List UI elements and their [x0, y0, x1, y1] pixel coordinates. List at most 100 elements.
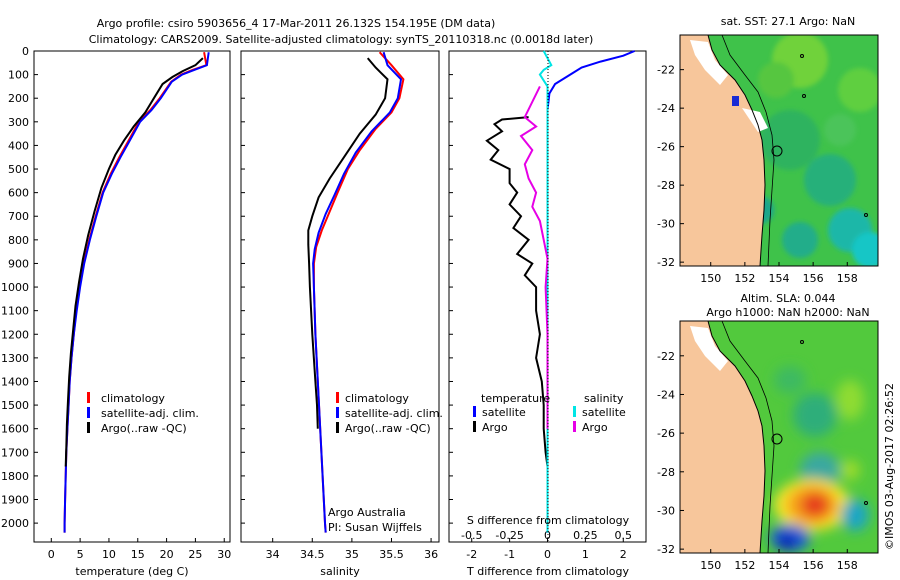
legend-swatch-s-satellite — [573, 406, 576, 417]
map-x-tick-label: 150 — [700, 559, 721, 572]
series-line — [519, 85, 549, 429]
x-tick-label: 34.5 — [300, 548, 325, 561]
x-tick-label: 36 — [424, 548, 438, 561]
sst-map-title: sat. SST: 27.1 Argo: NaN — [721, 15, 855, 28]
x-tick-label: 10 — [102, 548, 116, 561]
x-tick-label: 34 — [266, 548, 280, 561]
y-tick-label: 1400 — [1, 375, 29, 388]
legend-title-salinity: salinity — [584, 392, 624, 405]
salinity-legend: climatology satellite-adj. clim. Argo(..… — [336, 392, 443, 435]
y-tick-label: 800 — [8, 234, 29, 247]
y-tick-label: 1200 — [1, 328, 29, 341]
annotation-pi: PI: Susan Wijffels — [328, 521, 422, 534]
legend-swatch-climatology — [87, 392, 90, 403]
map-x-tick-label: 156 — [803, 559, 824, 572]
map-x-tick-label: 154 — [769, 272, 790, 285]
y-tick-label: 500 — [8, 163, 29, 176]
x-tick-label: 0 — [48, 548, 55, 561]
y-tick-label: 600 — [8, 187, 29, 200]
legend-swatch-t-argo — [473, 421, 476, 432]
depth-axis: 0 100 200 300 400 500 600 700 800 900 1000 1100 1200… — [1, 45, 453, 530]
map-x-tick-label: 152 — [734, 559, 755, 572]
temperature-legend: climatology satellite-adj. clim. Argo(..… — [87, 392, 199, 435]
y-tick-label: 1800 — [1, 470, 29, 483]
sla-map-axes: 150 152 154 156 158 -22 -24 -26 -28 -30 -32 — [657, 350, 858, 572]
series-line — [546, 50, 635, 533]
x-tick-label: 25 — [188, 548, 202, 561]
t-difference-axis-label: T difference from climatology — [466, 565, 629, 578]
y-tick-label: 900 — [8, 257, 29, 270]
map-y-tick-label: -32 — [657, 256, 675, 269]
legend-swatch-argo — [87, 422, 90, 433]
y-tick-label: 2000 — [1, 517, 29, 530]
legend-label-t-satellite: satellite — [482, 406, 526, 419]
temperature-axis-label: temperature (deg C) — [75, 565, 188, 578]
x-tick-label: 35.5 — [379, 548, 404, 561]
s-x-tick-label: 0 — [544, 529, 551, 542]
map-y-tick-label: -32 — [657, 543, 675, 556]
legend-label-climatology: climatology — [345, 392, 409, 405]
legend-title-temperature: temperature — [481, 392, 550, 405]
s-x-tick-label: -0.25 — [495, 529, 523, 542]
map-y-tick-label: -30 — [657, 218, 675, 231]
y-tick-label: 300 — [8, 116, 29, 129]
legend-label-satellite: satellite-adj. clim. — [345, 407, 443, 420]
difference-legend: temperature salinity satellite Argo sate… — [473, 392, 626, 434]
x-tick-label: 2 — [620, 548, 627, 561]
map-y-tick-label: -26 — [657, 141, 675, 154]
legend-label-s-argo: Argo — [582, 421, 608, 434]
legend-swatch-t-satellite — [473, 406, 476, 417]
x-tick-label: 20 — [160, 548, 174, 561]
legend-label-satellite: satellite-adj. clim. — [101, 407, 199, 420]
x-tick-label: 5 — [77, 548, 84, 561]
difference-x-axis: -2 -1 0 1 2 — [466, 538, 627, 561]
y-tick-label: 1600 — [1, 423, 29, 436]
sst-land — [680, 35, 765, 266]
y-tick-label: 1100 — [1, 305, 29, 318]
map-y-tick-label: -28 — [657, 179, 675, 192]
header-subtitle: Climatology: CARS2009. Satellite-adjuste… — [89, 33, 594, 46]
series-line — [64, 57, 204, 467]
y-tick-label: 1300 — [1, 352, 29, 365]
map-y-tick-label: -22 — [657, 64, 675, 77]
temperature-series — [63, 52, 210, 533]
x-tick-label: 15 — [131, 548, 145, 561]
sla-map — [680, 321, 878, 553]
legend-swatch-argo — [336, 422, 339, 433]
x-tick-label: 0 — [544, 548, 551, 561]
s-x-tick-label: -0.5 — [461, 529, 482, 542]
map-x-tick-label: 150 — [700, 272, 721, 285]
map-y-tick-label: -24 — [657, 388, 675, 401]
sst-map — [680, 35, 878, 266]
y-tick-label: 1000 — [1, 281, 29, 294]
legend-label-s-satellite: satellite — [582, 406, 626, 419]
temperature-plot-frame — [33, 50, 231, 543]
salinity-series — [307, 51, 405, 533]
header-title: Argo profile: csiro 5903656_4 17-Mar-201… — [97, 17, 496, 30]
map-x-tick-label: 154 — [769, 559, 790, 572]
series-line — [312, 51, 405, 533]
legend-label-t-argo: Argo — [482, 421, 508, 434]
x-tick-label: 35 — [345, 548, 359, 561]
legend-swatch-climatology — [336, 392, 339, 403]
s-x-tick-label: 0.25 — [573, 529, 598, 542]
legend-label-argo: Argo(..raw -QC) — [101, 422, 187, 435]
temperature-x-axis: 0 5 10 15 20 25 30 — [48, 538, 231, 561]
sla-map-subtitle: Argo h1000: NaN h2000: NaN — [706, 306, 869, 319]
y-tick-label: 100 — [8, 69, 29, 82]
map-x-tick-label: 158 — [837, 272, 858, 285]
series-line — [538, 50, 553, 533]
annotation-argo-australia: Argo Australia — [328, 506, 406, 519]
map-y-tick-label: -28 — [657, 466, 675, 479]
legend-swatch-s-argo — [573, 421, 576, 432]
s-difference-axis-label: S difference from climatology — [467, 514, 630, 527]
y-tick-label: 200 — [8, 92, 29, 105]
series-line — [485, 116, 549, 467]
legend-label-climatology: climatology — [101, 392, 165, 405]
map-y-tick-label: -22 — [657, 350, 675, 363]
map-y-tick-label: -30 — [657, 504, 675, 517]
legend-swatch-satellite — [336, 407, 339, 418]
y-tick-label: 400 — [8, 139, 29, 152]
x-tick-label: 1 — [582, 548, 589, 561]
